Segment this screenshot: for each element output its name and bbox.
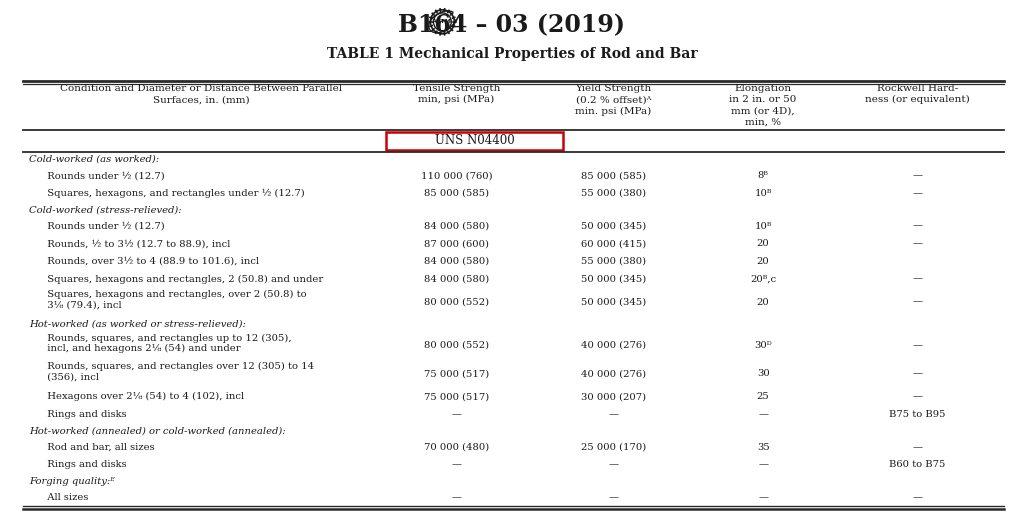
Text: —: — — [912, 341, 923, 350]
Text: —: — — [912, 222, 923, 231]
Text: —: — — [912, 171, 923, 180]
Text: Rounds, squares, and rectangles over 12 (305) to 14
  (356), incl: Rounds, squares, and rectangles over 12 … — [41, 362, 314, 382]
Text: —: — — [912, 275, 923, 284]
Text: 110 000 (760): 110 000 (760) — [421, 171, 493, 180]
Text: —: — — [608, 493, 618, 502]
Text: 80 000 (552): 80 000 (552) — [424, 297, 489, 307]
Text: 75 000 (517): 75 000 (517) — [424, 392, 489, 401]
Text: 87 000 (600): 87 000 (600) — [424, 239, 489, 249]
Text: 40 000 (276): 40 000 (276) — [581, 369, 646, 379]
Text: 80 000 (552): 80 000 (552) — [424, 341, 489, 350]
Text: 8ᴮ: 8ᴮ — [758, 171, 769, 180]
Text: Rings and disks: Rings and disks — [41, 410, 127, 419]
Text: 84 000 (580): 84 000 (580) — [424, 222, 489, 231]
Text: Squares, hexagons and rectangles, over 2 (50.8) to
  3⅛ (79.4), incl: Squares, hexagons and rectangles, over 2… — [41, 290, 306, 310]
Text: B164 – 03 (2019): B164 – 03 (2019) — [398, 13, 626, 37]
Text: 25: 25 — [757, 392, 770, 401]
Text: TABLE 1 Mechanical Properties of Rod and Bar: TABLE 1 Mechanical Properties of Rod and… — [327, 47, 697, 61]
Text: 10ᴮ: 10ᴮ — [755, 222, 772, 231]
Text: Condition and Diameter or Distance Between Parallel
Surfaces, in. (mm): Condition and Diameter or Distance Betwe… — [60, 84, 343, 104]
Text: —: — — [912, 189, 923, 198]
Text: Cold-worked (stress-relieved):: Cold-worked (stress-relieved): — [29, 205, 181, 214]
Text: Yield Strength
(0.2 % offset)ᴬ
min. psi (MPa): Yield Strength (0.2 % offset)ᴬ min. psi … — [575, 84, 651, 116]
Text: Rounds under ½ (12.7): Rounds under ½ (12.7) — [41, 222, 165, 231]
Text: Rockwell Hard-
ness (or equivalent): Rockwell Hard- ness (or equivalent) — [865, 84, 970, 105]
Text: 50 000 (345): 50 000 (345) — [581, 297, 646, 307]
Text: 60 000 (415): 60 000 (415) — [581, 239, 646, 249]
Text: 30ᴰ: 30ᴰ — [755, 341, 772, 350]
Text: —: — — [758, 493, 768, 502]
Text: Hexagons over 2⅛ (54) to 4 (102), incl: Hexagons over 2⅛ (54) to 4 (102), incl — [41, 392, 244, 401]
Text: —: — — [452, 410, 462, 419]
Text: Cold-worked (as worked):: Cold-worked (as worked): — [29, 155, 159, 164]
Text: ASTM: ASTM — [432, 19, 453, 24]
Text: Elongation
in 2 in. or 50
mm (or 4D),
min, %: Elongation in 2 in. or 50 mm (or 4D), mi… — [729, 84, 797, 127]
Text: —: — — [912, 443, 923, 452]
Text: 50 000 (345): 50 000 (345) — [581, 222, 646, 231]
Text: Rod and bar, all sizes: Rod and bar, all sizes — [41, 443, 155, 452]
Text: —: — — [608, 410, 618, 419]
Text: Rings and disks: Rings and disks — [41, 460, 127, 470]
Text: 84 000 (580): 84 000 (580) — [424, 275, 489, 284]
Text: Hot-worked (annealed) or cold-worked (annealed):: Hot-worked (annealed) or cold-worked (an… — [29, 426, 286, 435]
Text: 20ᴮ,ᴄ: 20ᴮ,ᴄ — [751, 275, 776, 284]
Text: B75 to B95: B75 to B95 — [890, 410, 946, 419]
Text: Squares, hexagons, and rectangles under ½ (12.7): Squares, hexagons, and rectangles under … — [41, 189, 305, 198]
Text: 85 000 (585): 85 000 (585) — [581, 171, 646, 180]
Text: B60 to B75: B60 to B75 — [890, 460, 946, 470]
Text: —: — — [452, 460, 462, 470]
Text: —: — — [758, 410, 768, 419]
Text: —: — — [452, 493, 462, 502]
Text: Rounds, over 3½ to 4 (88.9 to 101.6), incl: Rounds, over 3½ to 4 (88.9 to 101.6), in… — [41, 257, 259, 266]
Text: 85 000 (585): 85 000 (585) — [424, 189, 489, 198]
Text: —: — — [912, 392, 923, 401]
Text: 40 000 (276): 40 000 (276) — [581, 341, 646, 350]
Text: 75 000 (517): 75 000 (517) — [424, 369, 489, 379]
Text: —: — — [912, 369, 923, 379]
Text: 84 000 (580): 84 000 (580) — [424, 257, 489, 266]
Text: Rounds under ½ (12.7): Rounds under ½ (12.7) — [41, 171, 165, 180]
Text: Forging quality:ᴱ: Forging quality:ᴱ — [29, 477, 115, 486]
Text: 20: 20 — [757, 239, 770, 249]
Text: Rounds, squares, and rectangles up to 12 (305),
  incl, and hexagons 2⅛ (54) and: Rounds, squares, and rectangles up to 12… — [41, 333, 292, 354]
Text: 20: 20 — [757, 297, 770, 307]
Text: 35: 35 — [757, 443, 770, 452]
Text: —: — — [608, 460, 618, 470]
Text: Tensile Strength
min, psi (MPa): Tensile Strength min, psi (MPa) — [413, 84, 501, 105]
Text: 55 000 (380): 55 000 (380) — [581, 189, 646, 198]
Text: 25 000 (170): 25 000 (170) — [581, 443, 646, 452]
Text: —: — — [758, 460, 768, 470]
Text: —: — — [912, 297, 923, 307]
Text: All sizes: All sizes — [41, 493, 88, 502]
Text: 70 000 (480): 70 000 (480) — [424, 443, 489, 452]
Text: 50 000 (345): 50 000 (345) — [581, 275, 646, 284]
Text: 10ᴮ: 10ᴮ — [755, 189, 772, 198]
Text: 55 000 (380): 55 000 (380) — [581, 257, 646, 266]
Text: —: — — [912, 493, 923, 502]
Text: Rounds, ½ to 3½ (12.7 to 88.9), incl: Rounds, ½ to 3½ (12.7 to 88.9), incl — [41, 239, 230, 249]
Text: 20: 20 — [757, 257, 770, 266]
Text: Hot-worked (as worked or stress-relieved):: Hot-worked (as worked or stress-relieved… — [29, 319, 246, 328]
Text: 30: 30 — [757, 369, 770, 379]
Text: Squares, hexagons and rectangles, 2 (50.8) and under: Squares, hexagons and rectangles, 2 (50.… — [41, 275, 324, 284]
Text: —: — — [912, 239, 923, 249]
Text: 30 000 (207): 30 000 (207) — [581, 392, 646, 401]
Text: UNS N04400: UNS N04400 — [434, 134, 514, 148]
